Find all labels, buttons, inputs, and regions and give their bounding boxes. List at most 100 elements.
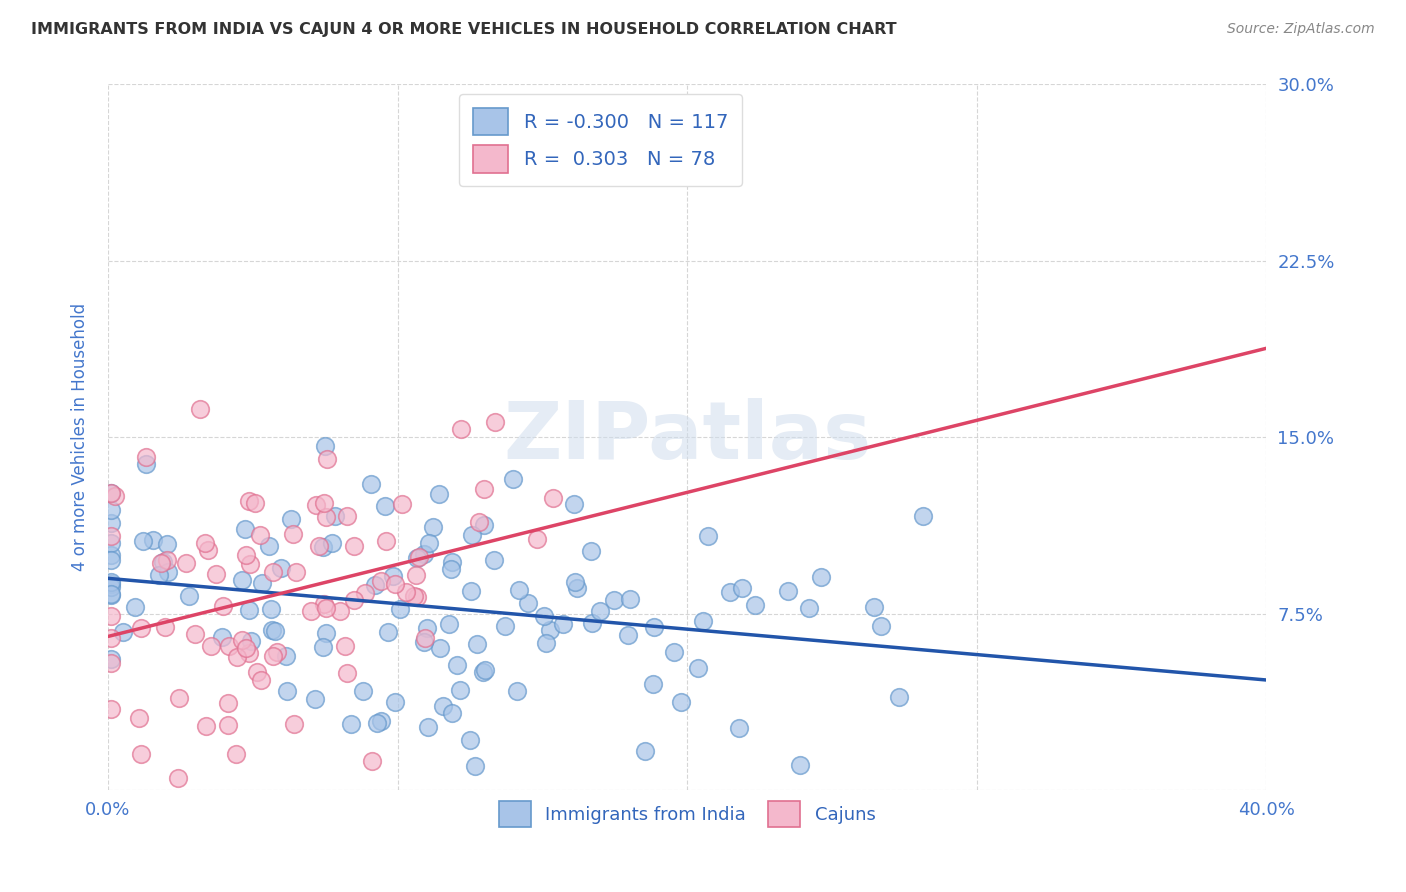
Point [100, 503, 122, 517]
Point [343, 539, 366, 553]
Point [870, 619, 893, 633]
Y-axis label: 4 or more Vehicles in Household: 4 or more Vehicles in Household [72, 303, 89, 571]
Point [194, 536, 217, 550]
Point [374, 534, 396, 549]
Point [619, 591, 641, 606]
Point [484, 415, 506, 429]
Point [361, 754, 384, 768]
Point [364, 578, 387, 592]
Text: Source: ZipAtlas.com: Source: ZipAtlas.com [1227, 22, 1375, 37]
Point [250, 673, 273, 687]
Point [789, 757, 811, 772]
Point [217, 718, 239, 732]
Point [458, 732, 481, 747]
Point [402, 589, 425, 603]
Point [304, 692, 326, 706]
Point [312, 541, 335, 555]
Point [412, 547, 434, 561]
Point [526, 532, 548, 546]
Point [669, 695, 692, 709]
Point [315, 510, 337, 524]
Point [100, 486, 122, 500]
Point [405, 550, 427, 565]
Point [662, 645, 685, 659]
Point [100, 485, 122, 500]
Point [697, 529, 720, 543]
Point [262, 566, 284, 580]
Point [100, 553, 122, 567]
Point [688, 661, 710, 675]
Point [450, 421, 472, 435]
Point [276, 683, 298, 698]
Point [567, 581, 589, 595]
Point [472, 665, 495, 680]
Point [257, 539, 280, 553]
Point [388, 602, 411, 616]
Point [211, 630, 233, 644]
Point [243, 496, 266, 510]
Point [264, 624, 287, 638]
Point [391, 497, 413, 511]
Point [744, 598, 766, 612]
Point [233, 522, 256, 536]
Point [100, 652, 122, 666]
Point [416, 720, 439, 734]
Point [887, 690, 910, 705]
Point [315, 625, 337, 640]
Point [100, 536, 122, 550]
Point [352, 683, 374, 698]
Point [169, 691, 191, 706]
Point [100, 587, 122, 601]
Point [200, 639, 222, 653]
Text: ZIPatlas: ZIPatlas [503, 398, 872, 476]
Point [321, 536, 343, 550]
Point [217, 696, 239, 710]
Point [416, 621, 439, 635]
Point [581, 615, 603, 630]
Point [541, 491, 564, 505]
Point [449, 682, 471, 697]
Point [911, 508, 934, 523]
Point [446, 658, 468, 673]
Point [406, 590, 429, 604]
Point [238, 603, 260, 617]
Point [276, 648, 298, 663]
Point [174, 556, 197, 570]
Point [413, 632, 436, 646]
Point [152, 555, 174, 569]
Point [132, 534, 155, 549]
Point [427, 486, 450, 500]
Point [382, 569, 405, 583]
Point [249, 528, 271, 542]
Point [260, 602, 283, 616]
Point [616, 628, 638, 642]
Point [464, 758, 486, 772]
Point [100, 656, 122, 670]
Point [429, 641, 451, 656]
Point [797, 601, 820, 615]
Point [384, 577, 406, 591]
Point [315, 601, 337, 615]
Point [634, 744, 657, 758]
Point [579, 543, 602, 558]
Point [112, 624, 135, 639]
Point [100, 529, 122, 543]
Point [360, 477, 382, 491]
Point [370, 574, 392, 589]
Point [100, 575, 122, 590]
Point [335, 639, 357, 653]
Point [474, 663, 496, 677]
Point [270, 561, 292, 575]
Point [281, 527, 304, 541]
Point [603, 592, 626, 607]
Point [238, 494, 260, 508]
Point [516, 596, 538, 610]
Point [156, 537, 179, 551]
Point [103, 489, 125, 503]
Point [231, 633, 253, 648]
Point [482, 553, 505, 567]
Point [231, 574, 253, 588]
Point [150, 556, 173, 570]
Point [262, 649, 284, 664]
Point [336, 509, 359, 524]
